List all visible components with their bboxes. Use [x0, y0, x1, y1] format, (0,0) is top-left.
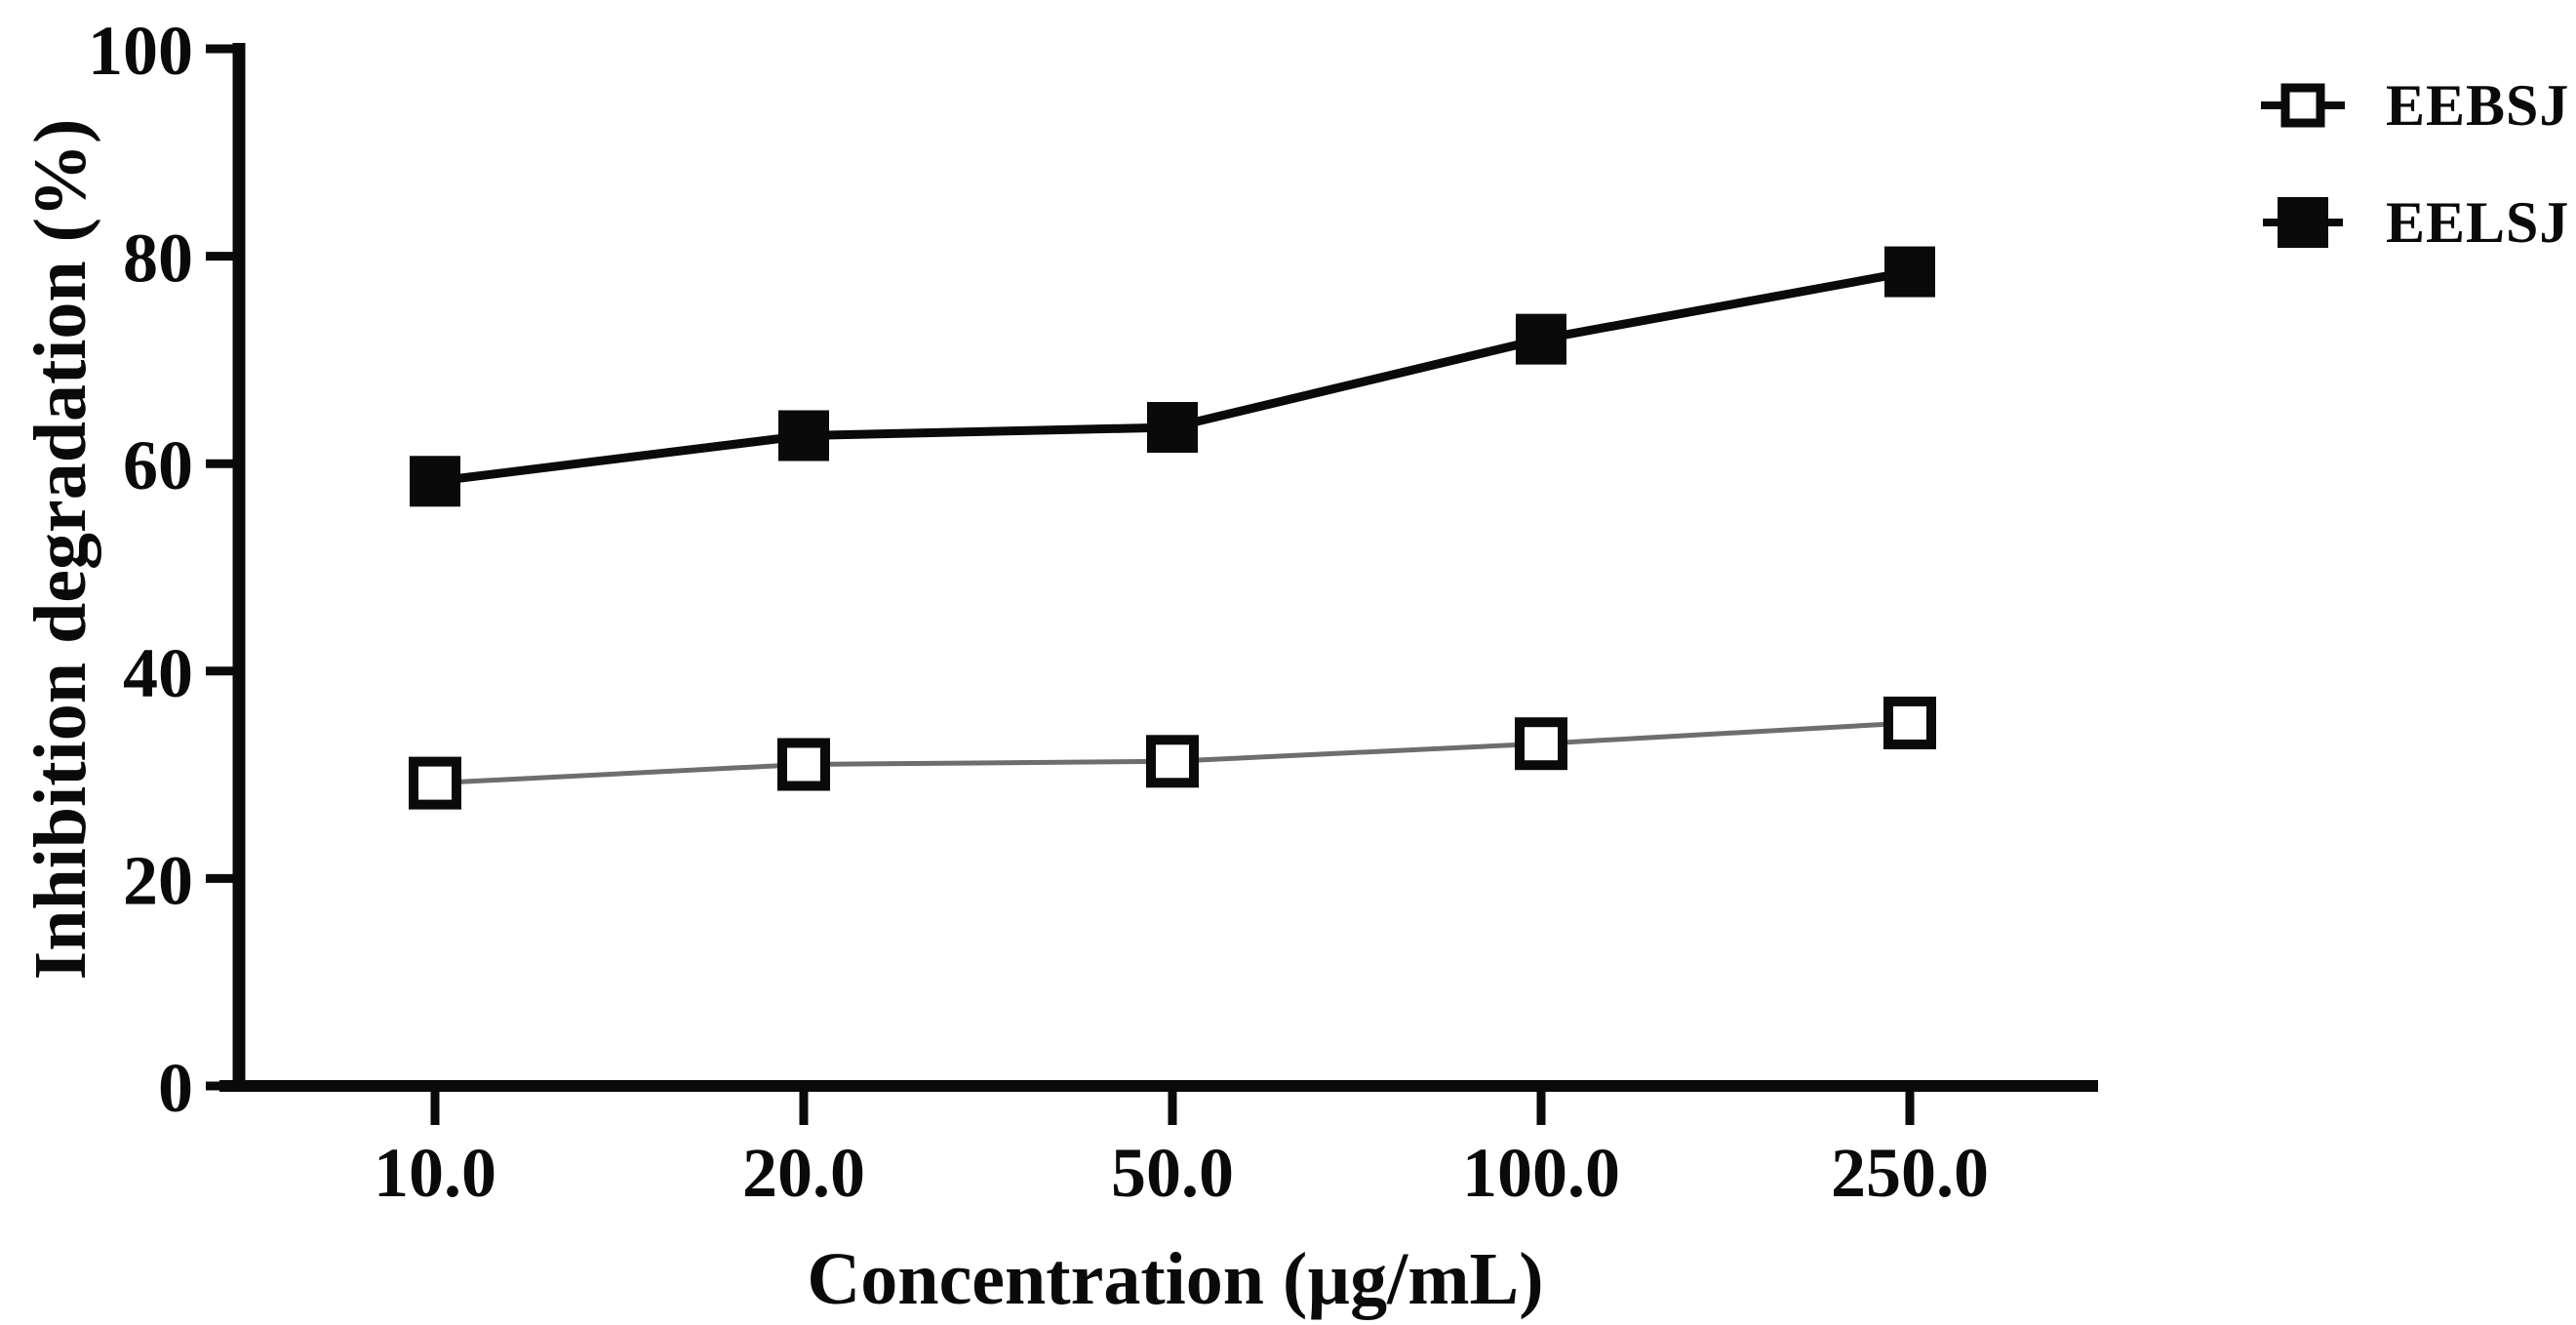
y-tick-label: 20 [123, 841, 193, 919]
data-point-eelsj-250.0 [1884, 246, 1935, 298]
filled-square-marker-icon [2263, 197, 2343, 248]
data-point-eebsj-20.0 [777, 738, 830, 791]
legend-item-eebsj: EEBSJ [2259, 66, 2569, 144]
legend-label-eelsj: EELSJ [2386, 189, 2570, 255]
y-tick-label: 60 [123, 426, 193, 504]
legend-label-eebsj: EEBSJ [2386, 72, 2570, 138]
y-tick-label: 40 [123, 634, 193, 712]
y-tick-label: 0 [158, 1049, 193, 1127]
data-point-eebsj-250.0 [1883, 696, 1936, 749]
data-point-eebsj-10.0 [409, 756, 461, 810]
y-tick-label: 100 [88, 12, 193, 90]
data-point-eelsj-50.0 [1147, 401, 1198, 453]
data-point-eebsj-50.0 [1146, 735, 1199, 788]
x-tick-label: 50.0 [1111, 1134, 1234, 1212]
x-tick-label: 100.0 [1462, 1134, 1620, 1212]
x-tick-label: 20.0 [742, 1134, 865, 1212]
y-tick-label: 80 [123, 220, 193, 298]
data-point-eelsj-10.0 [410, 456, 460, 507]
legend: EEBSJ EELSJ [2259, 66, 2569, 301]
x-tick-label: 10.0 [374, 1134, 496, 1212]
data-point-eelsj-100.0 [1516, 313, 1566, 365]
data-point-eebsj-100.0 [1515, 717, 1567, 771]
x-axis-title: Concentration (µg/mL) [807, 1238, 1544, 1320]
data-point-eelsj-20.0 [778, 410, 829, 462]
open-square-marker-icon [2261, 83, 2345, 128]
y-axis-title: Inhibition degradation (%) [20, 118, 101, 981]
x-tick-label: 250.0 [1831, 1134, 1989, 1212]
legend-item-eelsj: EELSJ [2259, 183, 2569, 261]
